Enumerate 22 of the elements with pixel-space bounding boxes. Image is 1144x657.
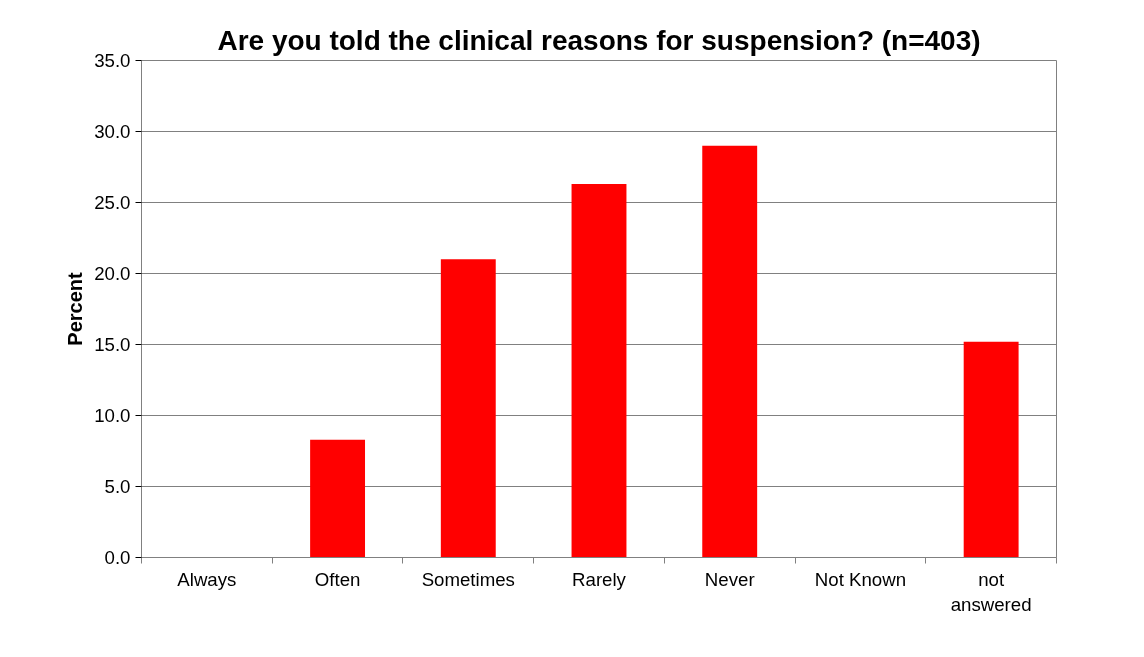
bar bbox=[310, 439, 366, 558]
x-tick-label: Sometimes bbox=[421, 568, 515, 590]
x-tick-label: Not Known bbox=[814, 568, 907, 590]
x-tick-label: Rarely bbox=[572, 568, 627, 590]
y-tick-label: 25.0 bbox=[94, 192, 131, 213]
bar bbox=[702, 145, 758, 558]
y-tick-label: 35.0 bbox=[94, 50, 131, 71]
y-tick-label: 30.0 bbox=[94, 121, 131, 142]
y-tick-label: 10.0 bbox=[94, 405, 131, 426]
x-tick-label: Never bbox=[704, 568, 755, 590]
y-tick-label: 20.0 bbox=[94, 263, 131, 284]
y-tick-label: 0.0 bbox=[104, 547, 131, 568]
chart-title: Are you told the clinical reasons for suspension? (n=403) bbox=[217, 24, 981, 56]
y-axis-title: Percent bbox=[64, 271, 87, 346]
y-tick-label: 5.0 bbox=[104, 476, 131, 497]
x-tick-label: Often bbox=[314, 568, 361, 590]
x-tick-label: Always bbox=[177, 568, 237, 590]
x-tick-label: not answered bbox=[950, 568, 1032, 615]
y-tick-label: 15.0 bbox=[94, 334, 131, 355]
bar bbox=[963, 341, 1019, 558]
bar bbox=[571, 184, 627, 558]
bar bbox=[440, 259, 496, 558]
